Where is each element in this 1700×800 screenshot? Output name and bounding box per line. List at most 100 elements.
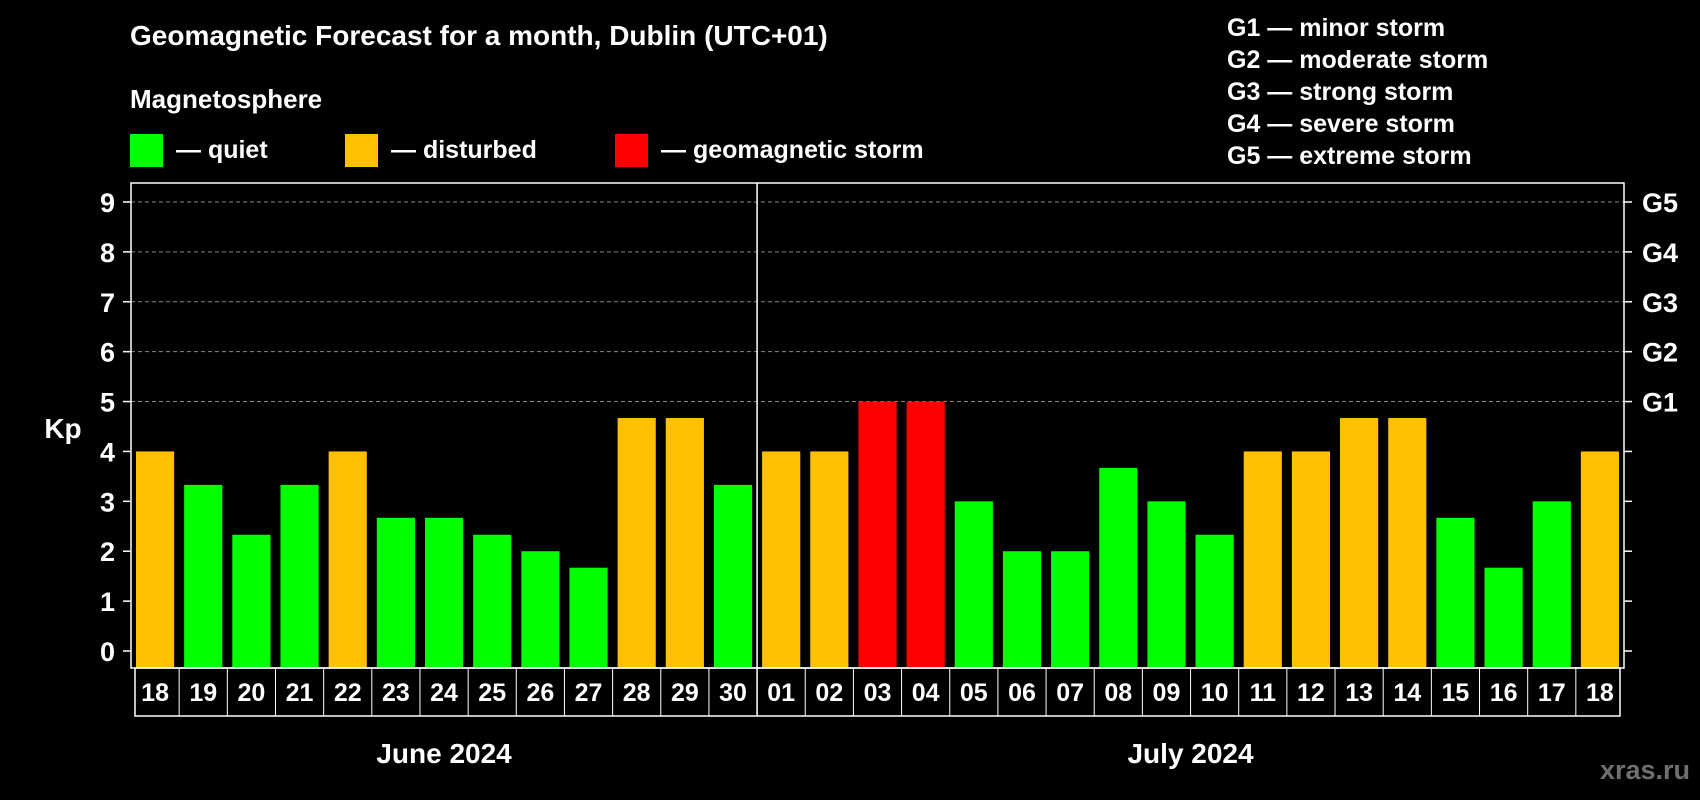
x-tick-label: 10 xyxy=(1201,679,1229,707)
bar-3 xyxy=(280,484,319,668)
bar-8 xyxy=(521,551,560,668)
bar-15 xyxy=(858,401,897,668)
bar-19 xyxy=(1051,551,1090,668)
storm-level-g2: G2 — moderate storm xyxy=(1227,46,1489,74)
legend-item-storm: — geomagnetic storm xyxy=(615,133,924,167)
x-tick-label: 23 xyxy=(382,679,410,707)
bar-23 xyxy=(1243,451,1282,668)
x-tick-label: 27 xyxy=(575,679,603,707)
x-tick-label: 08 xyxy=(1104,679,1132,707)
date-row-frame xyxy=(134,667,1621,717)
y-tick-label: 1 xyxy=(100,587,115,617)
bar-30 xyxy=(1580,451,1619,668)
bar-9 xyxy=(569,567,608,668)
legend-item-quiet: — quiet xyxy=(130,133,268,167)
x-tick-label: 18 xyxy=(1586,679,1614,707)
y-tick-label: 0 xyxy=(100,637,115,667)
x-tick-label: 16 xyxy=(1490,679,1518,707)
bar-2 xyxy=(232,534,271,668)
x-tick-label: 12 xyxy=(1297,679,1325,707)
legend-swatch-quiet xyxy=(130,133,163,167)
legend-title: Magnetosphere xyxy=(130,84,323,114)
bar-27 xyxy=(1436,517,1475,668)
y-tick-label: 8 xyxy=(100,238,115,268)
x-tick-label: 21 xyxy=(286,679,314,707)
x-tick-label: 22 xyxy=(334,679,362,707)
x-tick-label: 11 xyxy=(1250,679,1277,707)
x-tick-label: 07 xyxy=(1056,679,1084,707)
bar-20 xyxy=(1099,467,1138,668)
legend-swatch-storm xyxy=(615,133,648,167)
legend-label-storm: — geomagnetic storm xyxy=(661,135,924,164)
x-tick-label: 02 xyxy=(815,679,843,707)
x-tick-label: 17 xyxy=(1538,679,1566,707)
bar-10 xyxy=(617,418,656,668)
x-tick-label: 15 xyxy=(1442,679,1470,707)
right-tick-label-g5: G5 xyxy=(1642,188,1678,218)
right-tick-label-g4: G4 xyxy=(1642,238,1678,268)
bar-14 xyxy=(810,451,849,668)
x-tick-label: 26 xyxy=(526,679,554,707)
bar-13 xyxy=(762,451,801,668)
right-tick-label-g1: G1 xyxy=(1642,388,1678,418)
bar-21 xyxy=(1147,501,1186,668)
x-tick-label: 28 xyxy=(623,679,651,707)
right-tick-label-g2: G2 xyxy=(1642,338,1678,368)
bar-24 xyxy=(1291,451,1331,668)
bar-17 xyxy=(954,501,993,668)
x-tick-label: 14 xyxy=(1393,679,1421,707)
legend-label-quiet: — quiet xyxy=(176,135,268,164)
storm-level-g3: G3 — strong storm xyxy=(1227,78,1454,106)
x-tick-label: 20 xyxy=(237,679,265,707)
y-tick-label: 9 xyxy=(100,188,115,218)
month-label-0: June 2024 xyxy=(376,738,512,769)
bar-6 xyxy=(424,517,464,668)
storm-level-legend: G1 — minor storm G2 — moderate storm G3 … xyxy=(1227,12,1488,172)
x-tick-label: 04 xyxy=(912,679,940,707)
legend-item-disturbed: — disturbed xyxy=(345,133,537,167)
x-tick-label: 18 xyxy=(141,679,169,707)
x-tick-label: 29 xyxy=(671,679,699,707)
legend-swatch-disturbed xyxy=(345,133,378,167)
x-tick-label: 24 xyxy=(430,679,458,707)
bar-4 xyxy=(328,451,367,668)
bar-11 xyxy=(665,418,704,668)
x-tick-label: 01 xyxy=(767,679,795,707)
right-tick-label-g3: G3 xyxy=(1642,288,1678,318)
x-tick-label: 06 xyxy=(1008,679,1036,707)
x-tick-label: 30 xyxy=(719,679,747,707)
legend-label-disturbed: — disturbed xyxy=(391,135,537,164)
chart-title: Geomagnetic Forecast for a month, Dublin… xyxy=(130,20,828,51)
y-tick-label: 3 xyxy=(100,487,115,517)
x-tick-label: 13 xyxy=(1345,679,1373,707)
x-tick-label: 25 xyxy=(478,679,506,707)
storm-level-g1: G1 — minor storm xyxy=(1227,14,1446,42)
watermark: xras.ru xyxy=(1599,755,1690,785)
bar-16 xyxy=(906,401,945,668)
y-tick-label: 4 xyxy=(100,437,115,467)
y-axis-label: Kp xyxy=(44,413,81,444)
bar-12 xyxy=(713,484,753,668)
bar-28 xyxy=(1484,567,1523,668)
storm-level-g4: G4 — severe storm xyxy=(1227,110,1455,138)
bar-29 xyxy=(1532,501,1571,668)
bar-7 xyxy=(473,534,512,668)
x-tick-label: 05 xyxy=(960,679,988,707)
storm-level-g5: G5 — extreme storm xyxy=(1227,142,1472,170)
y-tick-label: 7 xyxy=(100,288,115,318)
bar-18 xyxy=(1002,551,1042,668)
bar-25 xyxy=(1340,418,1379,668)
y-tick-label: 5 xyxy=(100,388,115,418)
y-tick-label: 6 xyxy=(100,338,115,368)
bar-26 xyxy=(1388,418,1427,668)
bar-5 xyxy=(376,517,415,668)
bar-22 xyxy=(1195,534,1234,668)
y-tick-label: 2 xyxy=(100,537,115,567)
month-label-1: July 2024 xyxy=(1127,738,1254,769)
bar-0 xyxy=(136,451,175,668)
x-tick-label: 03 xyxy=(864,679,892,707)
bar-1 xyxy=(184,484,223,668)
x-tick-label: 19 xyxy=(189,679,217,707)
x-tick-label: 09 xyxy=(1153,679,1181,707)
